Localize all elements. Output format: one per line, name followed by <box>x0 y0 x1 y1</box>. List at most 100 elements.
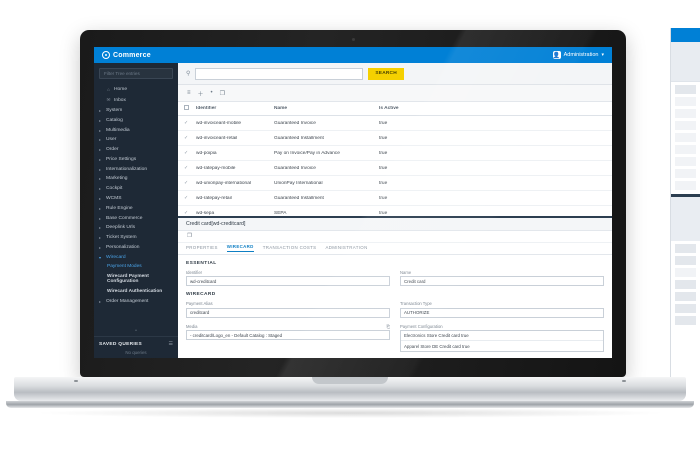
sidebar-item-base-commerce[interactable]: ▸ Base Commerce <box>94 213 178 223</box>
field-label-name: Name <box>400 269 412 275</box>
sidebar-item-wcms[interactable]: ▸ WCMS <box>94 194 178 204</box>
column-header-name[interactable]: Name <box>274 106 288 111</box>
user-menu[interactable]: 👤 Administration ▾ <box>552 51 604 59</box>
sidebar-subitem-wirecard-payment-configuration[interactable]: Wirecard Payment Configuration <box>107 274 149 285</box>
row-checkbox[interactable]: ✓ <box>184 195 189 201</box>
sidebar-item-label: Base Commerce <box>106 215 143 221</box>
cell-name: Guaranteed Invoice <box>274 165 316 171</box>
row-checkbox[interactable]: ✓ <box>184 120 189 126</box>
table-row[interactable]: ✓ wd-unionpay-international UnionPay Inter… <box>178 176 612 191</box>
sidebar-item-multimedia[interactable]: ▸ Multimedia <box>94 125 178 135</box>
sidebar-subitem-wirecard-authentication[interactable]: Wirecard Authentication <box>107 289 163 295</box>
tab-transaction-costs[interactable]: TRANSACTION COSTS <box>262 244 317 250</box>
sidebar-item-home[interactable]: ⌂ Home <box>94 85 178 95</box>
field-payment-configuration: Payment Configuration Electronics Store … <box>400 324 604 352</box>
sidebar-item-label: System <box>106 107 123 113</box>
minus-icon[interactable]: • <box>210 90 213 96</box>
sidebar-item-catalog[interactable]: ▸ Catalog <box>94 115 178 125</box>
search-input[interactable] <box>195 67 364 80</box>
select-all-checkbox[interactable] <box>184 105 196 112</box>
cell-name: Pay on Invoice/Pay in Advance <box>274 150 340 156</box>
secondary-display-row <box>675 145 696 154</box>
cell-identifier: wd-invoiceant-retail <box>196 135 238 141</box>
list-icon[interactable]: ≡ <box>187 90 191 96</box>
saved-queries-header[interactable]: SAVED QUERIES ☰ <box>99 341 173 347</box>
secondary-display-subheader <box>671 42 700 82</box>
sidebar-item-label: Order <box>106 147 119 153</box>
sidebar-item-order-management[interactable]: ▸ Order Management <box>94 296 178 306</box>
chevron-right-icon: ▸ <box>99 156 102 162</box>
tab-properties[interactable]: PROPERTIES <box>186 244 218 250</box>
cell-identifier: wd-unionpay-international <box>196 180 251 186</box>
tab-administration[interactable]: ADMINISTRATION <box>325 244 368 250</box>
save-icon[interactable]: ❐ <box>187 233 192 239</box>
payment-configuration-item[interactable]: Electronics Store Credit card true <box>401 331 603 341</box>
row-checkbox[interactable]: ✓ <box>184 165 189 171</box>
sidebar-subitem-payment-modes[interactable]: Payment Modes <box>107 264 142 270</box>
payment-configuration-list: Electronics Store Credit card true Appare… <box>400 330 604 352</box>
sidebar-item-internationalization[interactable]: ▸ Internationalization <box>94 164 178 174</box>
row-checkbox[interactable]: ✓ <box>184 210 189 216</box>
row-checkbox[interactable]: ✓ <box>184 180 189 186</box>
grid-header-row: Identifier Name Is Active <box>178 102 612 116</box>
saved-queries-panel: SAVED QUERIES ☰ No queries <box>94 336 178 358</box>
sidebar-item-system[interactable]: ▸ System <box>94 106 178 116</box>
payment-configuration-item[interactable]: Apparel Store DE Credit card true <box>401 341 603 351</box>
cell-is-active: true <box>379 210 388 216</box>
sidebar-item-deeplink-urls[interactable]: ▸ Deeplink Urls <box>94 223 178 233</box>
tree-filter-input[interactable]: Filter Tree entries <box>99 68 173 79</box>
identifier-input[interactable]: wd-creditcard <box>186 276 390 286</box>
table-row[interactable]: ✓ wd-sepa SEPA true <box>178 206 612 216</box>
sidebar-item-ticket-system[interactable]: ▸ Ticket System <box>94 233 178 243</box>
cell-identifier: wd-invoiceant-mobile <box>196 120 242 126</box>
row-checkbox[interactable]: ✓ <box>184 150 189 156</box>
add-icon[interactable]: ＋ <box>197 91 204 98</box>
search-button[interactable]: SEARCH <box>368 67 404 80</box>
sidebar-item-cockpit[interactable]: ▸ Cockpit <box>94 184 178 194</box>
search-icon: ⚲ <box>186 71 191 77</box>
laptop-base <box>14 377 686 401</box>
detail-toolbar: ❐ <box>178 231 612 243</box>
chevron-right-icon: ▸ <box>99 186 102 192</box>
column-header-identifier[interactable]: Identifier <box>196 106 217 111</box>
sidebar-item-wirecard[interactable]: ▾ Wirecard <box>94 252 178 262</box>
table-row[interactable]: ✓ wd-invoiceant-mobile Guaranteed Invoice t… <box>178 116 612 131</box>
sidebar-item-inbox[interactable]: ✉ Inbox <box>94 95 178 106</box>
sidebar-item-rule-engine[interactable]: ▸ Rule Engine <box>94 203 178 213</box>
sidebar-item-personalization[interactable]: ▸ Personalization <box>94 243 178 253</box>
field-row-wirecard-1: Payment Alias creditcard Transaction Typ… <box>186 301 604 318</box>
table-row[interactable]: ✓ wd-poipia Pay on Invoice/Pay in Advance t… <box>178 146 612 161</box>
commerce-backoffice-app: Commerce 👤 Administration ▾ Filter Tree … <box>94 47 612 358</box>
row-checkbox[interactable]: ✓ <box>184 135 189 141</box>
cell-name: Guaranteed Installment <box>274 195 324 201</box>
secondary-display-row <box>675 256 696 265</box>
sidebar-collapse-button[interactable]: • <box>135 328 137 334</box>
chevron-right-icon: ▸ <box>99 176 102 182</box>
field-label-identifier: Identifier <box>186 269 203 275</box>
column-header-is-active[interactable]: Is Active <box>379 106 399 111</box>
table-row[interactable]: ✓ wd-ratepay-mobile Guaranteed Invoice true <box>178 161 612 176</box>
chevron-right-icon: ▸ <box>99 298 102 304</box>
base-detail-dot <box>74 380 78 382</box>
media-input[interactable]: - creditcard/Logo_en - Default Catalog :… <box>186 330 390 340</box>
sidebar-item-order[interactable]: ▸ Order <box>94 145 178 155</box>
sidebar-item-marketing[interactable]: ▸ Marketing <box>94 174 178 184</box>
name-input[interactable]: Credit card <box>400 276 604 286</box>
cell-is-active: true <box>379 180 388 186</box>
copy-icon[interactable]: ❐ <box>219 90 226 97</box>
attachment-icon[interactable]: ⎗ <box>386 324 390 330</box>
field-media: Media ⎗ - creditcard/Logo_en - Default C… <box>186 324 390 353</box>
chevron-right-icon: ▸ <box>99 127 102 133</box>
filter-icon[interactable]: ☰ <box>168 341 173 347</box>
brand-name: Commerce <box>113 51 151 59</box>
field-label-media: Media <box>186 323 198 329</box>
tab-wirecard[interactable]: WIRECARD <box>226 244 254 252</box>
transaction-type-input[interactable]: AUTHORIZE <box>400 307 604 318</box>
sidebar-item-user[interactable]: ▸ User <box>94 135 178 145</box>
app-topbar: Commerce 👤 Administration ▾ <box>94 47 612 63</box>
sidebar-item-price-settings[interactable]: ▸ Price Settings <box>94 154 178 164</box>
table-row[interactable]: ✓ wd-ratepay-retail Guaranteed Installment… <box>178 191 612 206</box>
table-row[interactable]: ✓ wd-invoiceant-retail Guaranteed Installm… <box>178 131 612 146</box>
payment-alias-input[interactable]: creditcard <box>186 307 390 318</box>
